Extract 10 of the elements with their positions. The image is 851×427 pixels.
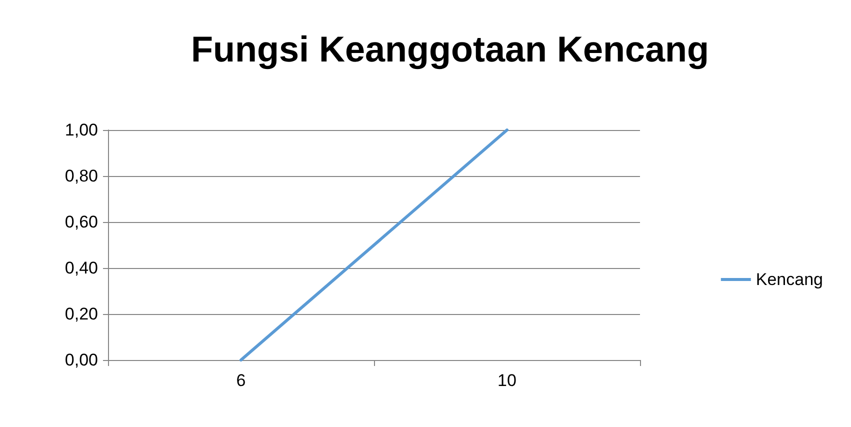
y-tick-label: 0,00 — [64, 350, 98, 370]
y-tick-label: 1,00 — [64, 120, 98, 140]
x-tick-label: 10 — [498, 371, 516, 390]
x-tick-label: 6 — [236, 371, 246, 390]
y-tick-label: 0,60 — [64, 212, 98, 232]
y-tick-label: 0,80 — [64, 166, 98, 186]
chart-title: Fungsi Keanggotaan Kencang — [190, 28, 710, 70]
legend-label: Kencang — [756, 270, 824, 289]
y-tick-label: 0,40 — [64, 258, 98, 278]
y-tick-label: 0,20 — [64, 304, 98, 324]
